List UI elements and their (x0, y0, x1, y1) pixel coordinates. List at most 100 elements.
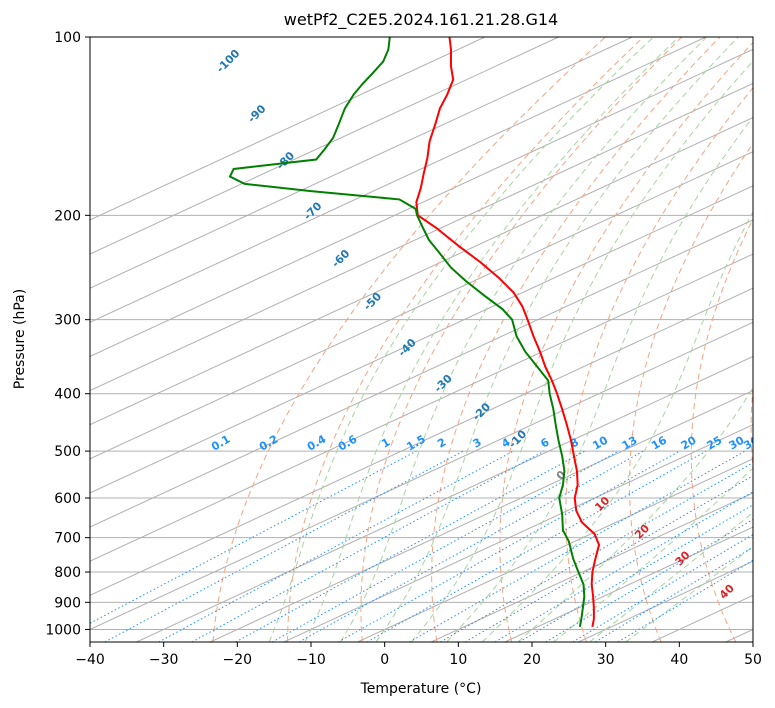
x-tick-label: 30 (597, 652, 615, 668)
x-tick-label: −10 (296, 652, 326, 668)
moist-adiabat-line (268, 37, 654, 642)
mixing-ratio-line (409, 450, 746, 642)
isotherm-line (90, 37, 559, 255)
mixing-ratio-label: 25 (705, 434, 725, 453)
isotherm-line (90, 151, 753, 460)
mixing-ratio-label: 0.4 (305, 432, 329, 453)
series-lines (228, 37, 601, 628)
mixing-ratio-label: 2 (435, 436, 448, 451)
y-tick-label: 600 (54, 491, 81, 507)
moist-adiabat-line (375, 37, 739, 642)
isotherm-line (210, 390, 753, 642)
mixing-ratio-label: 0.2 (257, 433, 280, 454)
moist-adiabat-line (553, 467, 753, 642)
isotherm-line (504, 526, 753, 642)
y-tick-label: 1000 (45, 622, 81, 638)
dry-adiabat-line (499, 41, 753, 642)
y-tick-label: 400 (54, 387, 81, 403)
isotherm-label: -50 (361, 290, 384, 313)
isotherm-label: 10 (592, 494, 612, 514)
isotherm-label: -100 (214, 47, 243, 76)
isotherm-line (90, 219, 753, 528)
moist-adiabat-line (625, 546, 753, 642)
y-axis-ticks: 100 200 300 400 500 600 700 800 900 1000 (45, 30, 90, 638)
isotherm-line (136, 355, 753, 642)
mixing-ratio-line (90, 450, 417, 624)
mixing-ratio-line (518, 504, 753, 642)
mixing-ratio-line (191, 450, 545, 642)
x-tick-label: 50 (744, 652, 762, 668)
moist-adiabat-line (517, 386, 753, 642)
mixing-ratio-line (337, 450, 680, 642)
dry-adiabat-line (212, 37, 606, 642)
moist-adiabat-line (340, 37, 708, 642)
x-tick-label: 0 (380, 652, 389, 668)
mixing-ratio-label: 36 (741, 433, 761, 452)
dry-adiabat-line (360, 37, 683, 642)
isotherm-label: -20 (470, 400, 493, 423)
y-tick-label: 700 (54, 531, 81, 547)
isotherm-line (90, 117, 753, 426)
isotherm-line (725, 628, 753, 642)
moist-adiabat-line (304, 37, 680, 642)
y-tick-label: 200 (54, 208, 81, 224)
isotherm-label: -30 (432, 372, 455, 395)
y-tick-label: 900 (54, 595, 81, 611)
y-tick-label: 500 (54, 444, 81, 460)
isotherm-line (357, 458, 753, 642)
y-tick-label: 800 (54, 565, 81, 581)
moist-adiabat-line (410, 60, 753, 642)
isotherm-label: 40 (717, 582, 737, 602)
x-tick-label: 10 (449, 652, 467, 668)
x-tick-label: −40 (75, 652, 105, 668)
isotherm-line (90, 37, 486, 221)
x-axis-title: Temperature (°C) (360, 681, 482, 697)
isotherm-line (578, 560, 753, 642)
mixing-ratio-line (235, 450, 586, 642)
isotherm-label: -40 (396, 336, 419, 359)
dry-adiabat-line (287, 37, 644, 642)
mixing-ratio-label: 20 (679, 433, 699, 452)
isotherm-label: 20 (632, 521, 652, 541)
mixing-ratio-line (545, 518, 753, 642)
x-tick-label: −20 (223, 652, 253, 668)
mixing-ratio-label: 0.6 (336, 432, 360, 453)
isotherm-line (90, 185, 753, 494)
isotherm-line (90, 287, 753, 596)
dewpoint-profile-line (228, 37, 586, 628)
mixing-ratio-line (366, 450, 707, 642)
dry-adiabat-line (565, 86, 753, 642)
isotherm-label: -70 (301, 199, 324, 222)
mixing-ratio-line (271, 450, 619, 642)
dry-adiabat-line (690, 217, 753, 642)
isotherm-line (90, 82, 753, 392)
isotherm-label: -80 (274, 149, 297, 172)
isotherm-label: -60 (329, 247, 352, 270)
dry-adiabat-line (431, 37, 721, 642)
isotherm-label: -90 (245, 102, 268, 125)
mixing-ratio-line (104, 450, 464, 642)
mixing-ratio-label: 10 (590, 433, 610, 452)
mixing-ratio-line (617, 559, 753, 642)
isotherm-line (90, 48, 753, 358)
background-lines (90, 37, 753, 642)
mixing-ratio-line (572, 533, 753, 642)
isotherm-line (90, 37, 633, 289)
temperature-profile-line (415, 37, 601, 628)
mixing-ratio-label: 6 (538, 435, 551, 450)
mixing-ratio-line (594, 546, 753, 642)
x-axis-ticks: −40 −30 −20 −10 0 10 20 30 40 50 (75, 642, 762, 668)
isotherm-line (90, 37, 707, 323)
mixing-ratio-label: 1.5 (404, 433, 427, 454)
dry-adiabat-line (629, 142, 753, 642)
chart-title: wetPf2_C2E5.2024.161.21.28.G14 (284, 10, 558, 30)
isotherm-line (283, 424, 753, 642)
y-axis-title: Pressure (hPa) (12, 289, 28, 389)
mixing-ratio-line (298, 450, 644, 642)
x-tick-label: 40 (670, 652, 688, 668)
x-tick-label: 20 (523, 652, 541, 668)
y-tick-label: 100 (54, 30, 81, 46)
isotherm-line (652, 594, 753, 642)
mixing-ratio-label: 1 (379, 436, 392, 451)
